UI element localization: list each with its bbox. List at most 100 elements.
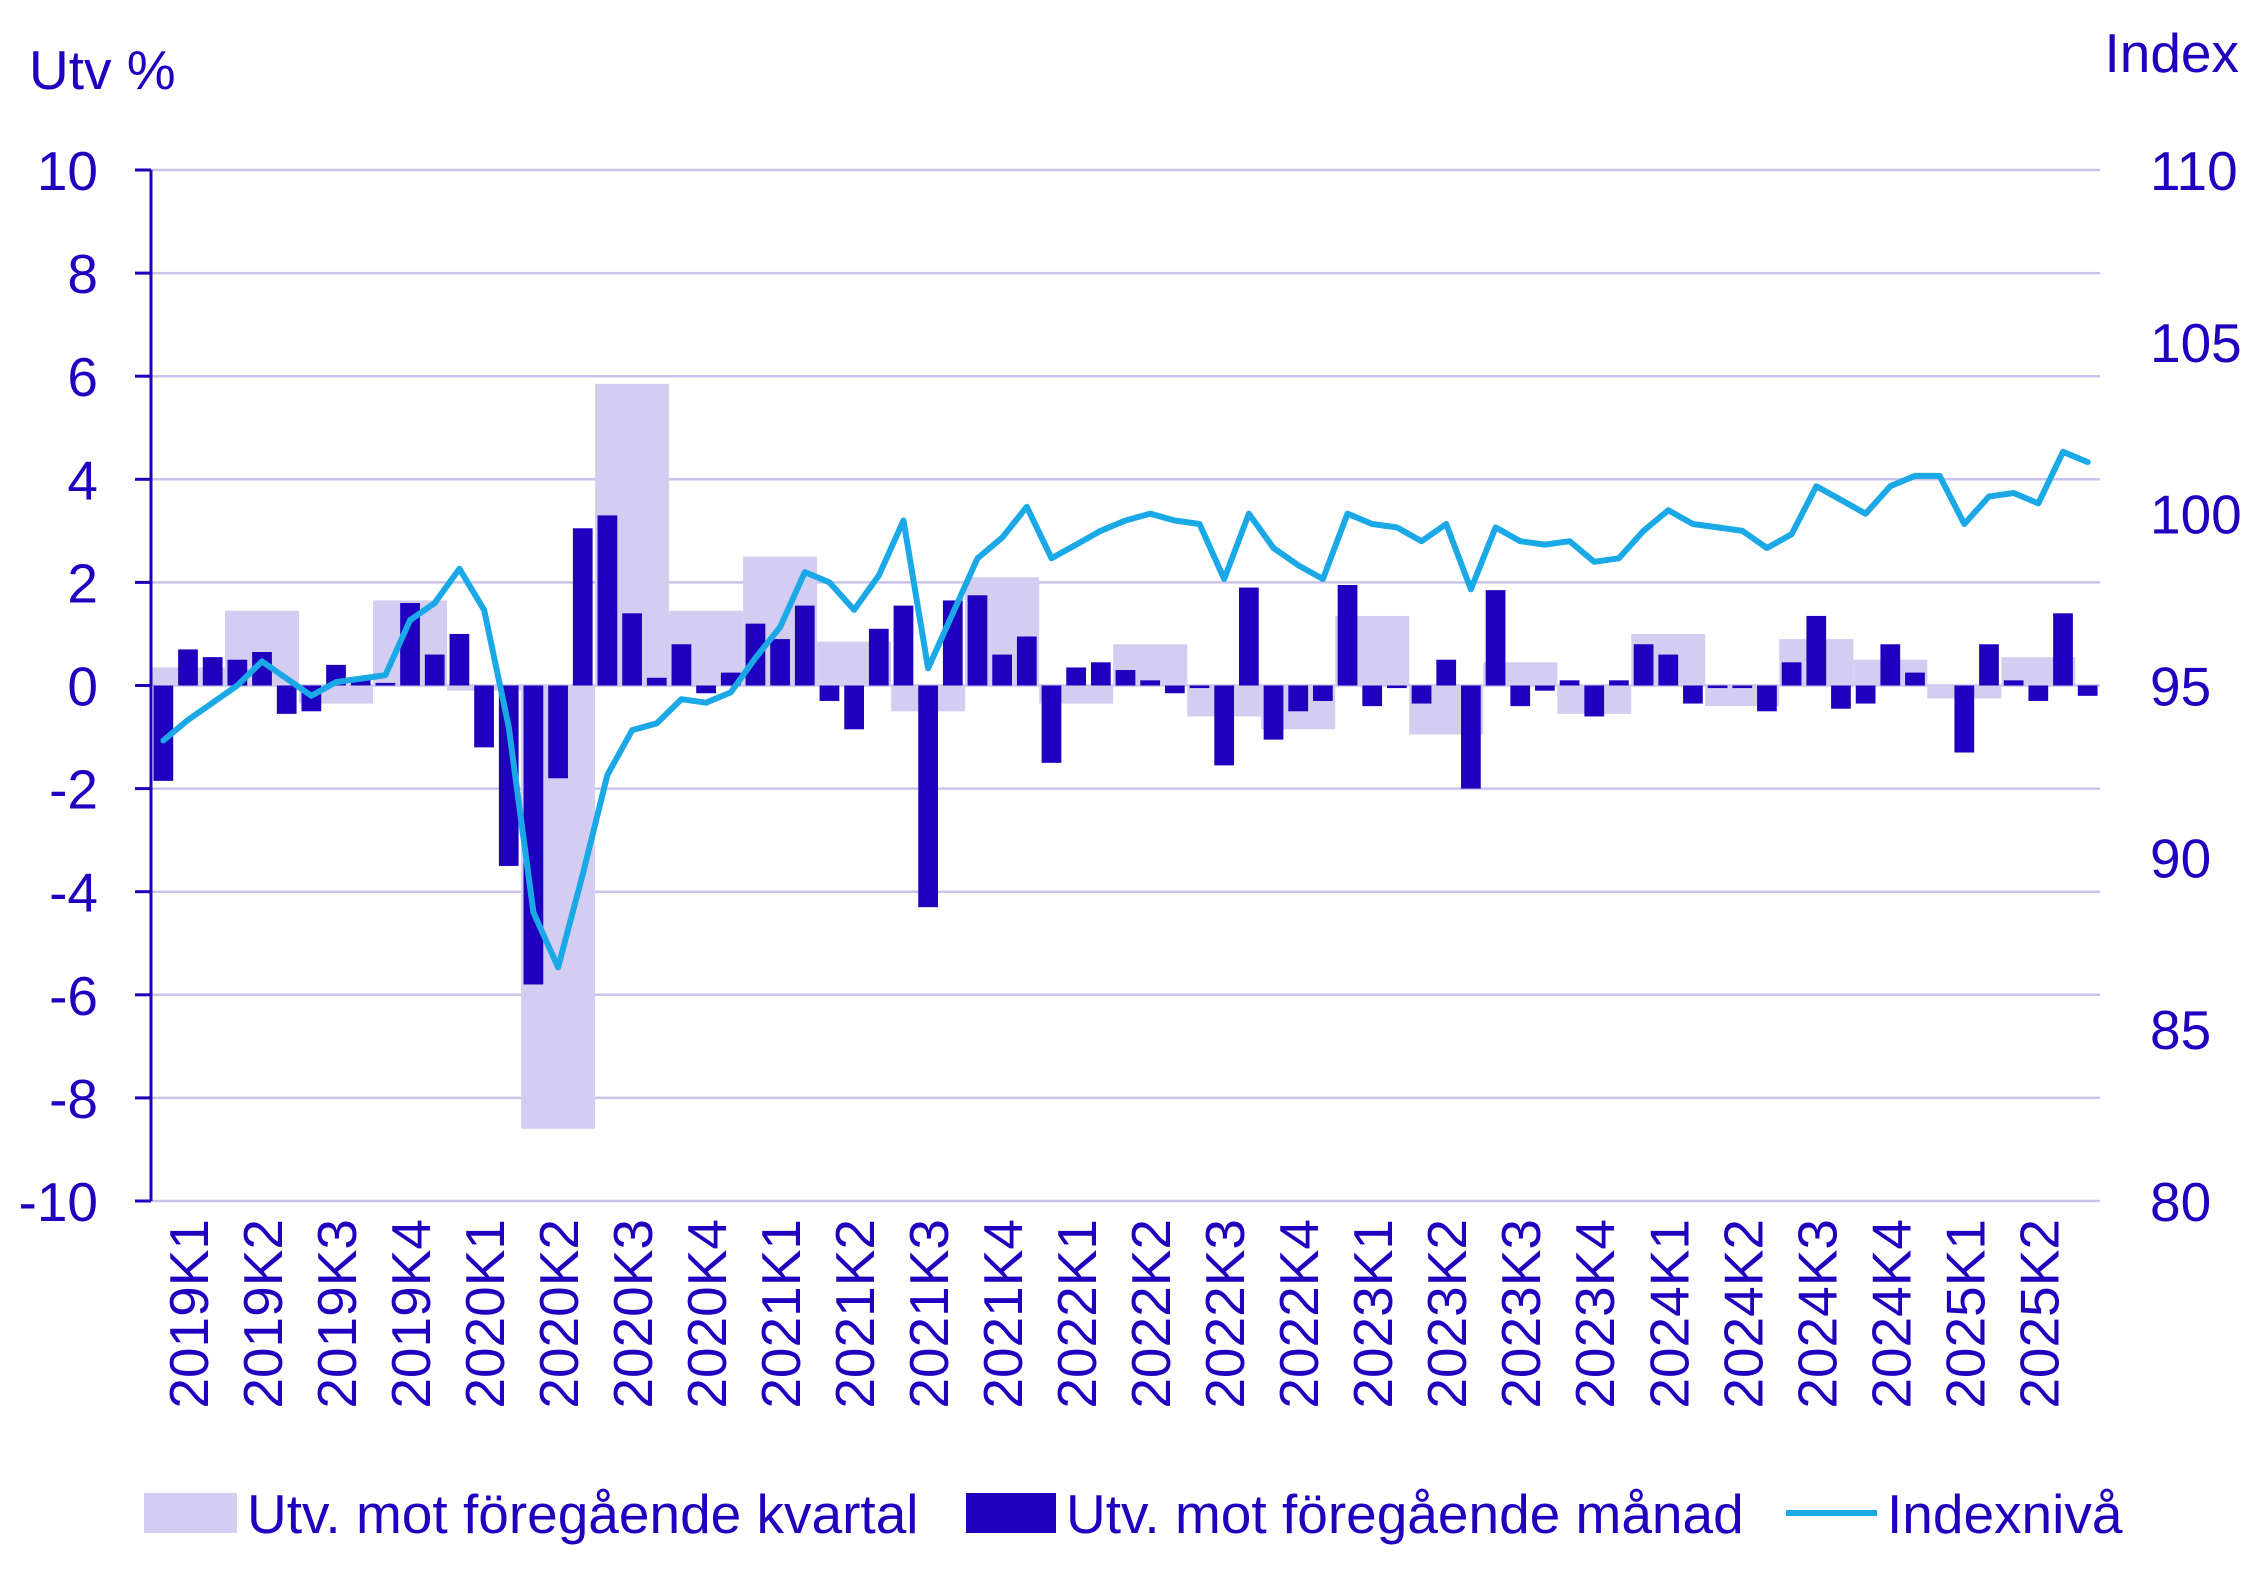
monthly-change-bar xyxy=(2077,685,2098,696)
y-axis-tick-label: -8 xyxy=(49,1068,98,1130)
monthly-change-bar xyxy=(1164,685,1185,694)
monthly-change-bar xyxy=(1732,685,1753,689)
monthly-change-bar xyxy=(276,685,297,714)
y2-axis-label: Index xyxy=(2104,22,2239,84)
x-axis-tick-label: 2024K3 xyxy=(1786,1219,1848,1409)
monthly-change-bar xyxy=(202,657,223,686)
x-axis-tick-label: 2024K2 xyxy=(1712,1219,1774,1409)
y2-axis-tick-label: 110 xyxy=(2150,140,2238,202)
legend-swatch-quarterly xyxy=(144,1493,237,1533)
x-axis-tick-label: 2019K4 xyxy=(380,1219,442,1409)
monthly-change-bar xyxy=(1683,685,1703,704)
monthly-change-bar xyxy=(1485,590,1506,686)
monthly-change-bar xyxy=(1263,685,1284,740)
x-axis-tick-label: 2019K1 xyxy=(158,1219,220,1409)
monthly-change-bar xyxy=(1041,685,1062,763)
monthly-change-bars xyxy=(153,515,2098,985)
y2-axis-tick-label: 85 xyxy=(2150,999,2211,1061)
y-axis-tick-label: 0 xyxy=(67,656,98,718)
monthly-change-bar xyxy=(1362,685,1383,707)
monthly-change-bar xyxy=(1905,672,1925,686)
x-axis-tick-label: 2021K3 xyxy=(898,1219,960,1409)
x-axis-tick-label: 2020K2 xyxy=(528,1219,590,1409)
monthly-change-bar xyxy=(1461,685,1481,789)
monthly-change-bar xyxy=(572,528,593,686)
legend-label-index: Indexnivå xyxy=(1887,1483,2123,1545)
left-axis xyxy=(135,168,153,1203)
monthly-change-bar xyxy=(1535,685,1555,691)
monthly-change-bar xyxy=(153,685,174,781)
monthly-change-bar xyxy=(696,685,716,694)
monthly-change-bar xyxy=(2053,613,2073,686)
monthly-change-bar xyxy=(671,644,692,686)
legend-item-monthly: Utv. mot föregående månad xyxy=(966,1483,1744,1545)
monthly-change-bar xyxy=(1806,615,1827,686)
y2-axis-tick-label: 105 xyxy=(2150,312,2242,374)
monthly-change-bar xyxy=(498,685,519,866)
monthly-change-bar xyxy=(1214,685,1235,766)
legend-item-index: Indexnivå xyxy=(1786,1483,2123,1545)
monthly-change-bar xyxy=(1140,680,1161,686)
x-axis-tick-labels: 2019K1 2019K2 2019K3 2019K4 2020K1 2020K2 2020… xyxy=(158,1219,2070,1409)
monthly-change-bar xyxy=(992,654,1013,686)
y2-axis-tick-label: 90 xyxy=(2150,827,2211,889)
monthly-change-bar xyxy=(1090,662,1111,686)
monthly-change-bar xyxy=(424,654,445,686)
x-axis-tick-label: 2020K3 xyxy=(602,1219,664,1409)
y-axis-tick-label: -10 xyxy=(19,1171,99,1233)
monthly-change-bar xyxy=(794,605,815,686)
monthly-change-bar xyxy=(474,685,494,748)
monthly-change-bar xyxy=(375,682,396,686)
y-axis-tick-label: -6 xyxy=(49,965,98,1027)
x-axis-tick-label: 2023K4 xyxy=(1564,1219,1626,1409)
monthly-change-bar xyxy=(1337,584,1358,686)
index-level-line xyxy=(160,448,2091,971)
x-axis-tick-label: 2024K4 xyxy=(1860,1219,1922,1409)
x-axis-tick-label: 2022K4 xyxy=(1268,1219,1330,1409)
monthly-change-bar xyxy=(1387,685,1407,689)
monthly-change-bar xyxy=(1781,662,1802,686)
x-axis-tick-label: 2021K1 xyxy=(750,1219,812,1409)
monthly-change-bar xyxy=(868,628,889,686)
y2-axis-tick-labels: 110 105 100 95 90 85 80 xyxy=(2150,140,2242,1233)
monthly-change-bar xyxy=(1880,644,1901,686)
y-axis-tick-label: 2 xyxy=(67,552,98,614)
x-axis-tick-label: 2019K3 xyxy=(306,1219,368,1409)
legend: Utv. mot föregående kvartal Utv. mot för… xyxy=(144,1483,2123,1545)
monthly-change-bar xyxy=(597,515,618,686)
y2-axis-tick-label: 100 xyxy=(2150,484,2242,546)
monthly-change-bar xyxy=(1510,685,1531,707)
monthly-change-bar xyxy=(548,685,568,779)
monthly-change-bar xyxy=(1584,685,1605,717)
x-axis-tick-label: 2021K4 xyxy=(972,1219,1034,1409)
monthly-change-bar xyxy=(1855,685,1876,704)
monthly-change-bar xyxy=(1559,680,1580,686)
monthly-change-bar xyxy=(1115,670,1136,686)
monthly-change-bar xyxy=(893,605,914,686)
y2-axis-tick-label: 80 xyxy=(2150,1171,2211,1233)
monthly-change-bar xyxy=(1658,654,1679,686)
monthly-change-bar xyxy=(400,603,420,686)
monthly-change-bar xyxy=(2003,680,2024,686)
monthly-change-bar xyxy=(449,633,470,686)
x-axis-tick-label: 2021K2 xyxy=(824,1219,886,1409)
y-axis-tick-label: 6 xyxy=(67,346,98,408)
y-axis-tick-label: 4 xyxy=(67,449,98,511)
monthly-change-bar xyxy=(1757,685,1777,712)
monthly-change-bar xyxy=(1707,685,1728,689)
monthly-change-bar xyxy=(1633,644,1654,686)
monthly-change-bar xyxy=(844,685,864,730)
index-level-series xyxy=(160,448,2091,971)
y-axis-tick-label: -4 xyxy=(49,862,98,924)
monthly-change-bar xyxy=(967,595,988,686)
x-axis-tick-label: 2023K1 xyxy=(1342,1219,1404,1409)
monthly-change-bar xyxy=(1238,587,1259,686)
legend-item-quarterly: Utv. mot föregående kvartal xyxy=(144,1483,919,1545)
monthly-change-bar xyxy=(523,685,544,985)
x-axis-tick-label: 2023K3 xyxy=(1490,1219,1552,1409)
monthly-change-bar xyxy=(646,677,667,686)
monthly-change-bar xyxy=(1288,685,1309,712)
legend-label-monthly: Utv. mot föregående månad xyxy=(1066,1483,1744,1545)
y-axis-tick-label: 8 xyxy=(67,243,98,305)
